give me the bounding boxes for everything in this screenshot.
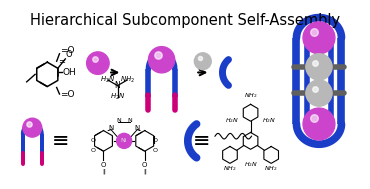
Text: $H_2N$: $H_2N$ — [243, 160, 258, 169]
Circle shape — [303, 22, 335, 54]
Text: $NH_2$: $NH_2$ — [223, 165, 237, 174]
Text: =O: =O — [60, 46, 75, 55]
Text: ‖: ‖ — [143, 169, 146, 174]
Text: Ni: Ni — [121, 138, 127, 143]
Text: $NH_2$: $NH_2$ — [120, 75, 135, 85]
Circle shape — [23, 118, 42, 137]
Circle shape — [306, 54, 332, 80]
Text: Hierarchical Subcomponent Self-Assembly: Hierarchical Subcomponent Self-Assembly — [30, 13, 340, 29]
Text: $H_2N$: $H_2N$ — [225, 116, 239, 125]
Text: OH: OH — [62, 68, 76, 77]
Text: ≡: ≡ — [52, 131, 69, 151]
Text: $NH_2$: $NH_2$ — [264, 165, 278, 174]
Text: $H_2N$: $H_2N$ — [262, 116, 276, 125]
Text: O: O — [101, 162, 106, 168]
Circle shape — [303, 108, 335, 140]
Circle shape — [87, 52, 109, 74]
Text: N: N — [135, 125, 140, 131]
Text: ≡: ≡ — [193, 131, 211, 151]
Text: =O: =O — [60, 91, 75, 99]
Text: N: N — [115, 81, 120, 90]
Text: $H_2N$: $H_2N$ — [100, 75, 116, 85]
Circle shape — [117, 133, 132, 148]
Text: N: N — [127, 118, 132, 123]
Text: O: O — [65, 50, 72, 59]
Text: N: N — [116, 118, 121, 123]
Text: $NH_2$: $NH_2$ — [244, 91, 258, 100]
Circle shape — [306, 80, 332, 106]
Text: ‖: ‖ — [102, 169, 105, 174]
Text: O: O — [152, 148, 158, 153]
Text: O: O — [91, 138, 96, 143]
Text: O: O — [91, 148, 96, 153]
Text: $H_2N$: $H_2N$ — [110, 92, 125, 102]
Circle shape — [148, 47, 175, 73]
Circle shape — [194, 53, 211, 70]
Text: =: = — [58, 57, 65, 66]
Text: O: O — [152, 138, 158, 143]
Text: N: N — [108, 125, 114, 131]
Text: O: O — [142, 162, 147, 168]
